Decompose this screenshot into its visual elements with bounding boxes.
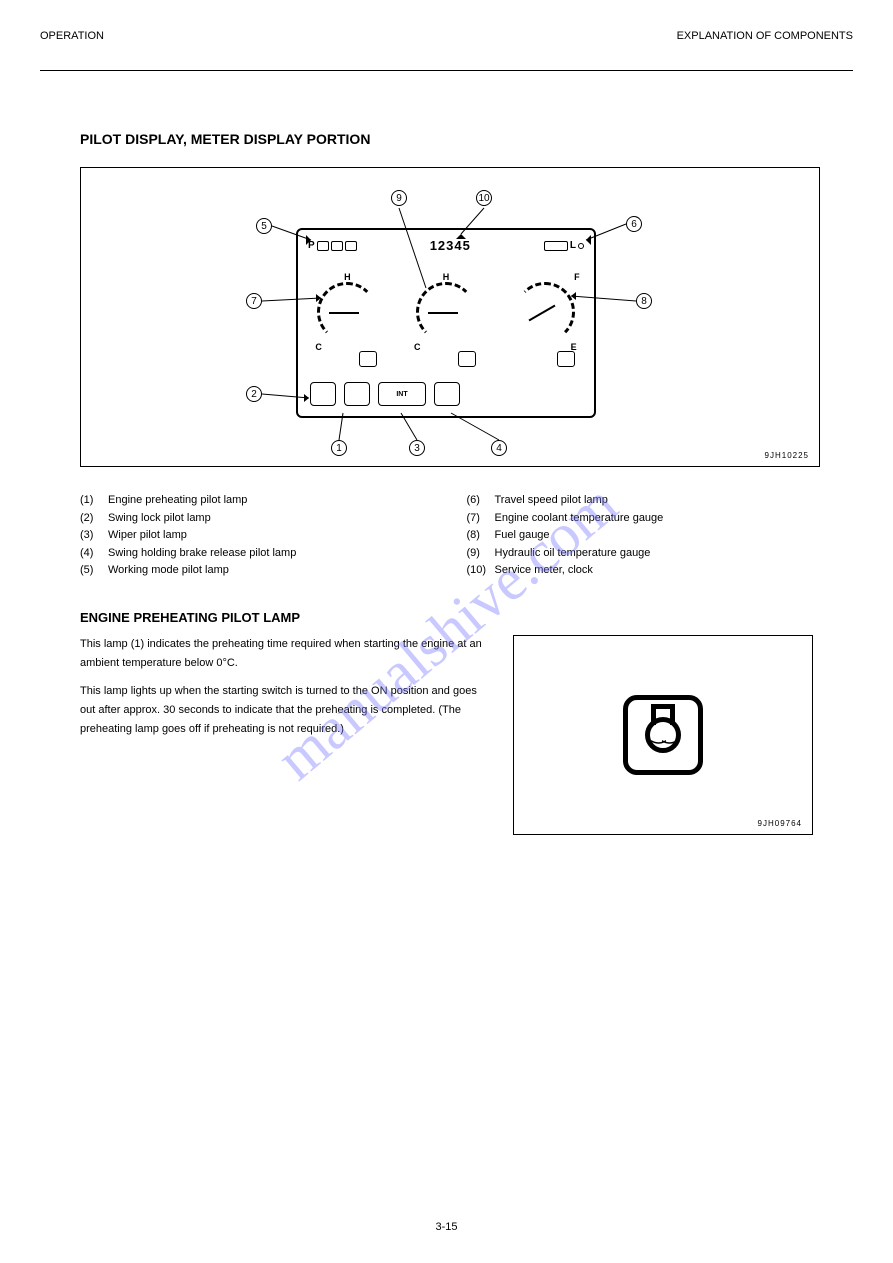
callout-5: 5 [256,218,272,234]
preheat-lamp-icon: ‿‿ [623,695,703,775]
callout-9: 9 [391,190,407,206]
list-label: Travel speed pilot lamp [495,492,608,510]
dashboard-panel: P 12345 L H C [296,228,596,418]
pilot-para-1: This lamp (1) indicates the preheating t… [80,635,493,672]
callout-2: 2 [246,386,262,402]
gauge2-c-label: C [414,342,421,352]
list-item: (1)Engine preheating pilot lamp [80,492,427,510]
list-label: Swing lock pilot lamp [108,510,211,528]
coolant-temp-gauge: H C [307,272,387,362]
gauge2-h-label: H [443,272,450,282]
preheat-coil-icon: ‿‿ [652,725,674,745]
list-label: Swing holding brake release pilot lamp [108,545,296,563]
list-num: (4) [80,545,108,563]
gauge3-f-label: F [574,272,580,282]
hydraulic-temp-gauge: H C [406,272,486,362]
gauge1-h-label: H [344,272,351,282]
top-left-icons: P [308,238,357,253]
diagram-id-2: 9JH09764 [758,819,802,828]
list-num: (1) [80,492,108,510]
header-divider [40,70,853,71]
gauge1-needle [329,312,359,314]
l-label: L [570,240,576,251]
gauges-row: H C H C F E [298,262,594,372]
list-num: (5) [80,562,108,580]
header-left: OPERATION [40,30,104,42]
list-item: (2)Swing lock pilot lamp [80,510,427,528]
main-diagram-box: P 12345 L H C [80,167,820,467]
bottom-icons-row: INT [298,382,594,406]
dot-icon [578,243,584,249]
callout-4: 4 [491,440,507,456]
mode-icon-2 [331,241,343,251]
top-right-icons: L [544,238,584,253]
section-title: PILOT DISPLAY, METER DISPLAY PORTION [80,131,853,147]
pilot-title: ENGINE PREHEATING PILOT LAMP [80,610,813,625]
wiper-int-icon: INT [378,382,426,406]
service-meter-digits: 12345 [430,238,471,253]
callout-10: 10 [476,190,492,206]
gauge2-needle [428,312,458,314]
coolant-icon [359,351,377,367]
list-item: (7)Engine coolant temperature gauge [467,510,814,528]
pilot-section: ENGINE PREHEATING PILOT LAMP This lamp (… [80,610,813,835]
list-num: (2) [80,510,108,528]
preheat-icon-small [344,382,370,406]
callout-1: 1 [331,440,347,456]
pilot-para-2: This lamp lights up when the starting sw… [80,682,493,738]
list-num: (9) [467,545,495,563]
list-num: (8) [467,527,495,545]
list-item: (5)Working mode pilot lamp [80,562,427,580]
callout-6: 6 [626,216,642,232]
list-item: (3)Wiper pilot lamp [80,527,427,545]
mode-icon-3 [345,241,357,251]
gauge1-c-label: C [315,342,322,352]
callout-8: 8 [636,293,652,309]
fuel-gauge: F E [505,272,585,362]
list-num: (10) [467,562,495,580]
dashboard-top-row: P 12345 L [298,238,594,253]
fuel-icon [557,351,575,367]
list-num: (7) [467,510,495,528]
list-item: (10)Service meter, clock [467,562,814,580]
p-label: P [308,240,315,251]
list-item: (4)Swing holding brake release pilot lam… [80,545,427,563]
travel-icon [544,241,568,251]
list-item: (8)Fuel gauge [467,527,814,545]
callout-3: 3 [409,440,425,456]
swing-brake-icon [434,382,460,406]
diagram-id-1: 9JH10225 [765,451,809,460]
mode-icon-1 [317,241,329,251]
list-item: (6)Travel speed pilot lamp [467,492,814,510]
callout-7: 7 [246,293,262,309]
list-num: (6) [467,492,495,510]
list-label: Service meter, clock [495,562,593,580]
list-num: (3) [80,527,108,545]
page-footer: 3-15 [0,1221,893,1233]
swing-lock-icon [310,382,336,406]
pilot-diagram-box: ‿‿ 9JH09764 [513,635,813,835]
list-item: (9)Hydraulic oil temperature gauge [467,545,814,563]
list-label: Fuel gauge [495,527,550,545]
pilot-text: This lamp (1) indicates the preheating t… [80,635,493,738]
hydraulic-icon [458,351,476,367]
list-label: Engine preheating pilot lamp [108,492,247,510]
callout-list: (1)Engine preheating pilot lamp (2)Swing… [80,492,813,580]
header-right: EXPLANATION OF COMPONENTS [677,30,853,42]
preheat-glow-icon: ‿‿ [645,717,681,753]
list-label: Wiper pilot lamp [108,527,187,545]
list-label: Engine coolant temperature gauge [495,510,664,528]
int-label: INT [396,391,407,398]
list-label: Hydraulic oil temperature gauge [495,545,651,563]
list-label: Working mode pilot lamp [108,562,229,580]
